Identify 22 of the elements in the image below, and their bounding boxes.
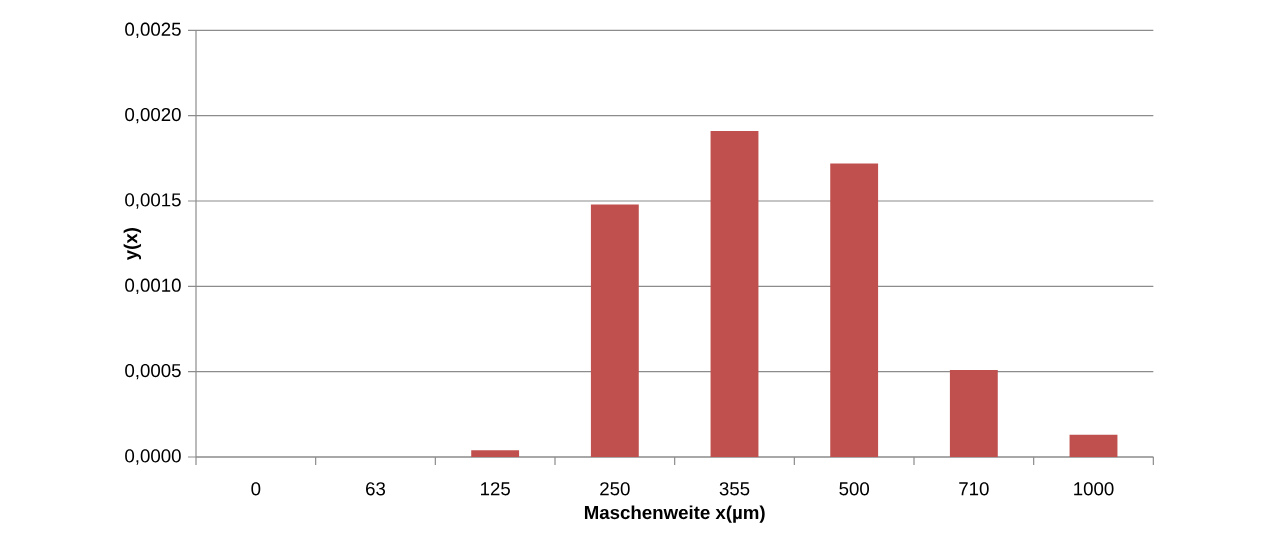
bar	[471, 450, 520, 457]
x-tick-label: 125	[481, 482, 510, 496]
y-axis-title: y(x)	[123, 228, 142, 261]
bar	[590, 204, 639, 457]
y-tick-label: 0,0000	[125, 449, 181, 465]
x-tick-label: 355	[719, 482, 750, 496]
bar	[710, 131, 759, 457]
bar	[830, 163, 879, 457]
y-tick-label: 0,0005	[125, 363, 181, 380]
x-tick-label: 500	[839, 482, 870, 496]
x-axis-title: Maschenweite x(µm)	[584, 505, 765, 523]
y-tick-label: 0,0010	[125, 278, 181, 295]
x-tick-label: 250	[600, 482, 630, 496]
x-tick-label: 0	[251, 482, 261, 496]
y-tick-label: 0,0015	[125, 193, 181, 209]
bar	[1069, 434, 1118, 457]
x-tick-label: 710	[959, 482, 989, 496]
y-tick-label: 0,0020	[125, 107, 181, 124]
y-tick-label: 0,0025	[125, 22, 181, 39]
bar	[949, 369, 998, 457]
x-tick-label: 63	[366, 482, 386, 496]
x-tick-label: 1000	[1074, 482, 1114, 496]
